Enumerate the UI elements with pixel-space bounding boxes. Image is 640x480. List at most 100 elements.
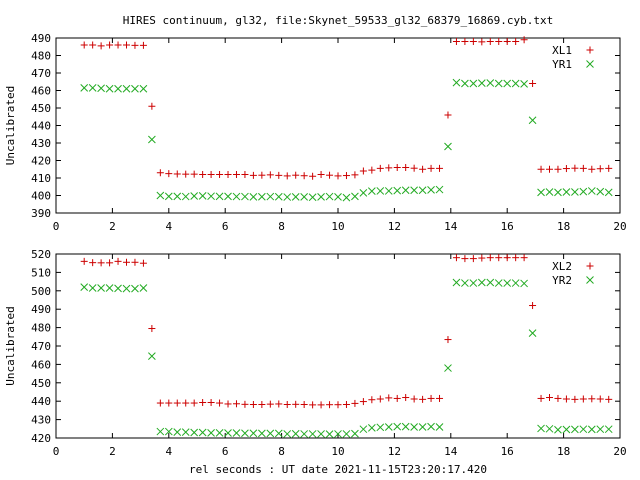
data-point	[309, 401, 317, 409]
x-tick-label: 8	[278, 445, 285, 458]
data-point	[97, 42, 105, 50]
data-point	[207, 428, 215, 437]
data-point	[139, 259, 147, 267]
data-point	[173, 428, 182, 436]
data-point	[452, 278, 461, 287]
data-point	[385, 394, 393, 402]
data-point	[97, 84, 105, 93]
data-point	[596, 395, 604, 403]
data-point	[537, 165, 545, 173]
data-point	[123, 258, 130, 266]
data-point	[181, 428, 190, 436]
data-point	[156, 427, 165, 436]
y-tick-label: 430	[31, 414, 51, 427]
data-point	[436, 164, 444, 172]
data-point	[292, 171, 300, 179]
data-point	[579, 395, 587, 403]
data-point	[368, 166, 376, 174]
y-tick-label: 500	[31, 285, 51, 298]
data-point	[114, 257, 122, 265]
data-point	[359, 425, 368, 434]
data-point	[258, 171, 266, 179]
data-point	[376, 164, 384, 172]
x-tick-label: 0	[53, 445, 60, 458]
data-point	[587, 425, 596, 434]
x-tick-label: 0	[53, 220, 60, 233]
data-point	[461, 279, 469, 287]
x-tick-label: 4	[165, 445, 172, 458]
legend-label: YR1	[552, 58, 572, 71]
bottom-panel: 0 2 4 6 8 10 12 14 16 18 20 420 430 440 450 460 470 480 49…	[4, 248, 627, 458]
y-axis-label: Uncalibrated	[4, 86, 17, 165]
data-point	[224, 429, 232, 437]
data-point	[266, 429, 275, 438]
x-tick-label: 10	[331, 220, 344, 233]
y-tick-label: 480	[31, 50, 51, 63]
data-point	[89, 259, 97, 267]
y-tick-label: 450	[31, 377, 51, 390]
x-tick-label: 16	[501, 445, 514, 458]
data-point	[114, 284, 122, 293]
y-tick-label: 390	[31, 207, 51, 220]
data-point	[106, 41, 114, 49]
y-tick-label: 460	[31, 358, 51, 371]
y-tick-label: 470	[31, 340, 51, 353]
y-tick-label: 490	[31, 303, 51, 316]
data-point	[326, 401, 334, 409]
data-point	[537, 394, 545, 402]
data-point	[494, 279, 503, 287]
data-point	[266, 192, 275, 201]
data-point	[562, 188, 571, 196]
data-point	[232, 400, 240, 408]
data-point	[401, 186, 410, 195]
data-point	[148, 102, 156, 110]
x-tick-label: 18	[557, 220, 570, 233]
data-point	[367, 187, 376, 195]
data-point	[105, 284, 114, 292]
data-point	[291, 429, 300, 438]
data-point	[427, 394, 435, 402]
data-point	[554, 394, 562, 402]
data-point	[494, 79, 503, 88]
x-tick-label: 4	[165, 220, 172, 233]
data-point	[427, 186, 435, 194]
data-point	[605, 395, 613, 403]
data-point	[384, 187, 393, 195]
data-point	[317, 430, 325, 438]
data-point	[520, 36, 528, 44]
legend-marker	[586, 276, 594, 284]
data-point	[224, 171, 232, 178]
data-point	[402, 394, 410, 402]
data-point	[512, 38, 520, 45]
data-point	[241, 171, 249, 178]
data-point	[334, 401, 342, 409]
data-point	[274, 192, 283, 201]
x-tick-label: 10	[331, 445, 344, 458]
data-point	[461, 38, 469, 45]
data-point	[258, 429, 266, 438]
data-point	[444, 336, 452, 344]
data-point	[402, 164, 410, 171]
data-point	[199, 171, 207, 178]
data-point	[207, 171, 215, 178]
data-point	[537, 424, 545, 433]
data-point	[232, 171, 240, 178]
data-point	[190, 399, 198, 407]
data-point	[546, 165, 553, 173]
data-point	[249, 193, 258, 201]
data-point	[588, 165, 596, 173]
data-point	[529, 302, 537, 310]
data-point	[334, 193, 342, 201]
series-YR2	[80, 278, 613, 438]
y-tick-label: 480	[31, 322, 51, 335]
legend-marker	[586, 60, 594, 68]
chart-title: HIRES continuum, gl32, file:Skynet_59533…	[123, 14, 553, 27]
y-tick-label: 410	[31, 172, 51, 185]
data-point	[393, 394, 401, 402]
data-point	[190, 428, 199, 437]
data-point	[199, 398, 207, 406]
data-point	[418, 423, 427, 431]
data-point	[452, 38, 460, 45]
data-point	[216, 399, 224, 407]
